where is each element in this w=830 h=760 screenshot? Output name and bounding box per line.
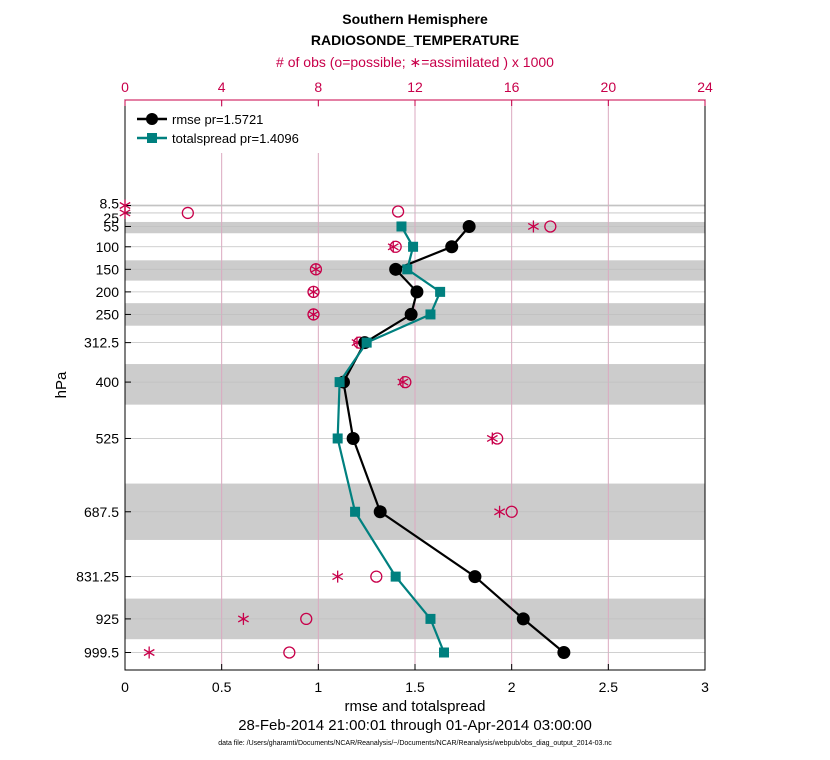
legend: rmse pr=1.5721 totalspread pr=1.4096 [131,107,321,153]
totalspread-point [435,286,446,297]
legend-box [131,107,321,153]
rmse-point [445,240,459,254]
top-tick-label: 0 [121,79,129,95]
y-tick-label: 999.5 [84,645,119,661]
obs-possible-marker [283,646,296,659]
y-axis-label: hPa [53,371,70,398]
totalspread-point [402,264,413,275]
y-tick-label: 150 [96,261,120,277]
obs-assimilated-marker [527,220,539,233]
totalspread-point [396,221,407,232]
obs-possible-marker [181,206,194,220]
top-tick-label: 4 [218,79,226,95]
y-tick-label: 8.5 [100,196,120,212]
obs-assimilated-marker [494,505,506,518]
obs-assimilated-marker [143,646,155,659]
date-range: 28-Feb-2014 21:00:01 through 01-Apr-2014… [238,717,592,734]
obs-possible-marker [300,612,313,626]
obs-assimilated-marker [307,285,320,298]
bottom-tick-label: 1 [314,679,322,695]
bottom-tick-label: 1.5 [405,679,425,695]
obs-possible-marker [544,220,557,233]
bottom-tick-label: 0 [121,679,129,695]
y-tick-label: 925 [96,611,120,627]
y-tick-label: 55 [103,218,119,234]
totalspread-point [332,433,343,444]
rmse-point [557,646,571,659]
y-tick-label: 100 [96,239,120,255]
rmse-point [389,262,403,276]
top-tick-label: 20 [601,79,617,95]
obs-possible-marker [505,505,518,518]
y-tick-label: 831.25 [76,569,119,585]
legend-spread-label: totalspread pr=1.4096 [172,131,299,146]
totalspread-point [350,506,361,517]
rmse-point [410,285,424,299]
y-tick-label: 687.5 [84,504,119,520]
rmse-point [468,570,482,584]
obs-possible-marker [389,240,402,253]
top-tick-label: 8 [314,79,322,95]
obs-assimilated-marker [307,308,320,321]
rmse-point [516,612,530,626]
bottom-axis-ticks: 0 0.5 1 1.5 2 2.5 3 [121,664,709,695]
y-tick-label: 312.5 [84,335,119,351]
y-tick-label: 200 [96,284,120,300]
totalspread-point [425,613,436,624]
y-tick-label: 525 [96,430,120,446]
y-tick-label: 250 [96,306,120,322]
totalspread-point [439,647,449,658]
bottom-tick-label: 2.5 [599,679,619,695]
y-tick-label: 25 [103,210,119,226]
obs-assimilated-marker [119,206,131,219]
totalspread-point [390,571,401,582]
obs-count-markers [119,199,557,659]
top-axis-label: # of obs (o=possible; ∗=assimilated ) x … [276,54,554,70]
chart-subtitle: RADIOSONDE_TEMPERATURE [311,32,519,48]
top-tick-label: 24 [697,79,713,95]
bottom-tick-label: 2 [508,679,516,695]
bottom-tick-label: 3 [701,679,709,695]
obs-possible-marker [370,570,383,583]
top-tick-label: 12 [407,79,423,95]
rmse-point [404,307,418,321]
chart-title: Southern Hemisphere [342,11,488,27]
bottom-tick-label: 0.5 [212,679,232,695]
y-tick-label: 400 [96,374,120,390]
totalspread-point [361,337,372,348]
rmse-point [373,505,387,519]
rmse-line [342,225,565,654]
totalspread-point [425,309,436,320]
top-tick-label: 16 [504,79,520,95]
totalspread-point [334,377,345,388]
obs-assimilated-marker [397,376,409,389]
legend-rmse-label: rmse pr=1.5721 [172,112,263,127]
rmse-point [346,431,360,445]
obs-assimilated-marker [310,263,322,276]
x-axis-label: rmse and totalspread [345,698,486,715]
totalspread-point [408,241,419,252]
series-lines [332,219,571,659]
rmse-point [462,219,476,233]
obs-possible-marker [391,205,405,218]
footnote: data file: /Users/gharamti/Documents/NCA… [218,740,612,747]
legend-rmse-marker [146,113,158,125]
obs-assimilated-marker [237,612,249,625]
obs-assimilated-marker [387,240,399,253]
legend-spread-marker [147,133,157,143]
obs-assimilated-marker [486,432,498,445]
obs-possible-marker [399,375,412,389]
top-axis-ticks: 0 4 8 12 16 20 24 [121,79,713,106]
obs-assimilated-marker [332,570,344,583]
